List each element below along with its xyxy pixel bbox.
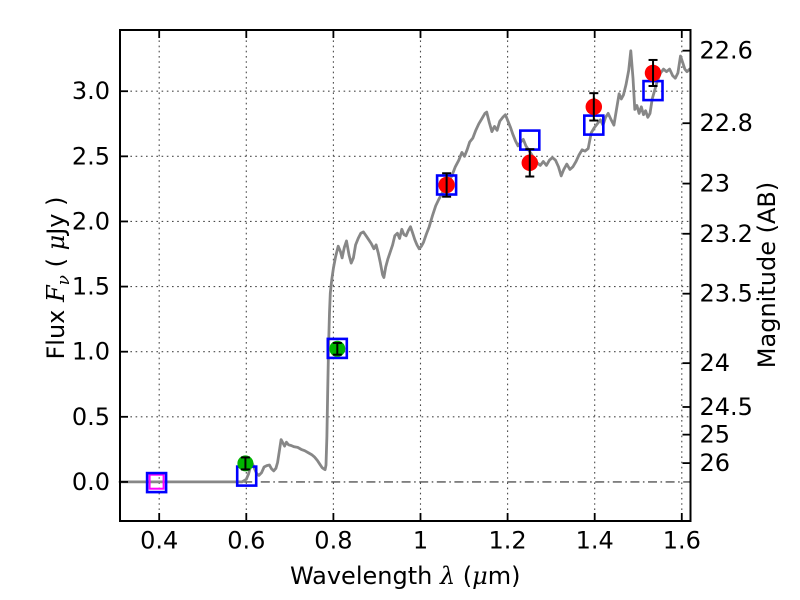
model-square-marker: [326, 337, 349, 360]
y-tick-label-left: 3.0: [72, 77, 110, 105]
y-tick-label-right: 25: [700, 421, 731, 449]
y-tick-label-left: 2.0: [72, 207, 110, 235]
y-tick-label-right: 23.5: [700, 280, 753, 308]
x-tick-label: 1.6: [663, 527, 701, 555]
y-tick-label-right: 24.5: [700, 393, 753, 421]
x-tick-label: 0.6: [227, 527, 265, 555]
y-tick-label-right: 24: [700, 349, 731, 377]
x-axis-label: Wavelength λ (μm): [290, 562, 521, 590]
limit-square-marker: [148, 473, 165, 490]
x-tick-label: 1.2: [489, 527, 527, 555]
model-spectrum-line: [118, 49, 691, 484]
y-tick-label-right: 22.8: [700, 109, 753, 137]
x-tick-label: 0.8: [314, 527, 352, 555]
y-tick-label-left: 0.5: [72, 403, 110, 431]
y-tick-label-right: 23.2: [700, 220, 753, 248]
y-tick-label-right: 26: [700, 449, 731, 477]
y-tick-label-left: 2.5: [72, 142, 110, 170]
x-tick-label: 1.4: [576, 527, 614, 555]
y-tick-label-left: 1.0: [72, 338, 110, 366]
y-axis-label-right: Magnitude (AB): [753, 182, 781, 368]
model-square-marker: [145, 471, 168, 494]
axes-frame: [119, 29, 692, 522]
y-tick-label-right: 23: [700, 170, 731, 198]
x-tick-label: 1: [413, 527, 428, 555]
y-tick-label-left: 1.5: [72, 273, 110, 301]
y-tick-label-right: 22.6: [700, 37, 753, 65]
y-tick-label-left: 0.0: [72, 468, 110, 496]
x-tick-label: 0.4: [140, 527, 178, 555]
y-axis-label-left: Flux Fν ( μJy ): [42, 196, 74, 359]
